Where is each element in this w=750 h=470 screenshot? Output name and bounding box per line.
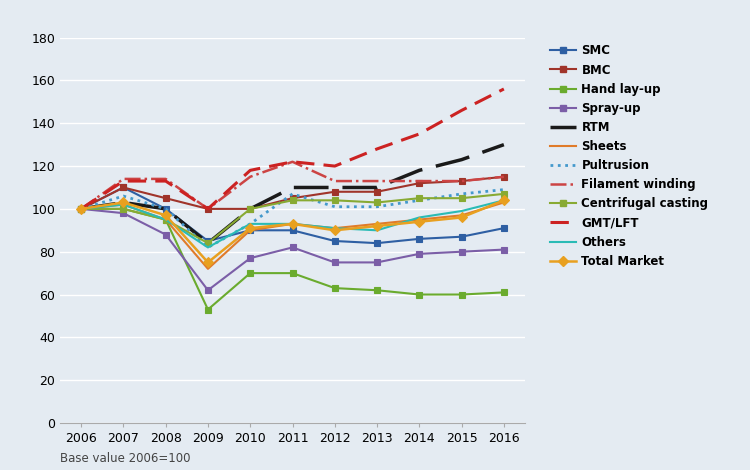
Legend: SMC, BMC, Hand lay-up, Spray-up, RTM, Sheets, Pultrusion, Filament winding, Cent: SMC, BMC, Hand lay-up, Spray-up, RTM, Sh… [544, 39, 713, 273]
Text: Base value 2006=100: Base value 2006=100 [60, 452, 190, 465]
